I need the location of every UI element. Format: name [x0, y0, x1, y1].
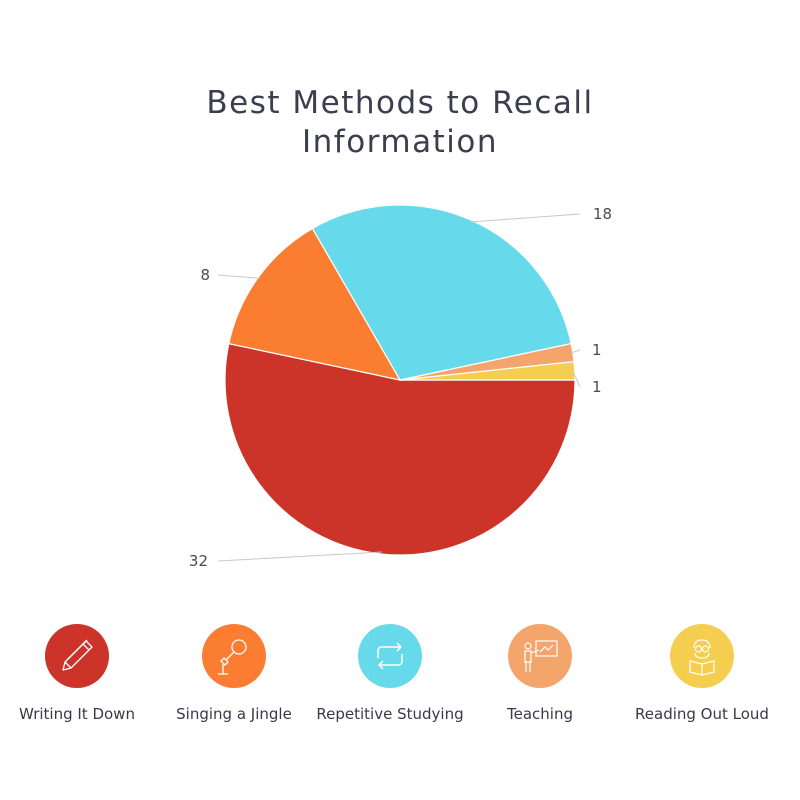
legend-label: Singing a Jingle	[176, 705, 292, 723]
leader-line-repetitive-studying	[470, 213, 581, 223]
legend-item-singing-a-jingle: Singing a Jingle	[159, 624, 309, 725]
leader-line-reading-out-loud	[572, 370, 581, 388]
legend-label: Teaching	[507, 705, 573, 723]
legend-swatch	[202, 624, 266, 688]
repeat-icon	[377, 642, 403, 670]
legend-item-teaching: Teaching	[465, 624, 615, 725]
reading-person-icon	[689, 639, 715, 676]
chart-title: Best Methods to Recall Information	[0, 84, 800, 162]
leader-line-teaching	[570, 349, 581, 354]
data-label-repetitive-studying: 18	[593, 205, 612, 223]
legend-label: Repetitive Studying	[316, 705, 464, 723]
legend-item-reading-out-loud: Reading Out Loud	[627, 624, 777, 725]
pie-slice-repetitive-studying	[311, 204, 572, 381]
legend-item-writing-it-down: Writing It Down	[2, 624, 152, 725]
pie-slice-writing-it-down	[224, 342, 576, 556]
chart-title-line-2: Information	[302, 124, 498, 160]
data-label-singing-a-jingle: 8	[200, 266, 210, 284]
pie-slice-singing-a-jingle	[228, 227, 402, 381]
legend-swatch	[358, 624, 422, 688]
teacher-board-icon	[524, 640, 558, 672]
chart-title-line-1: Best Methods to Recall	[206, 85, 594, 121]
legend-item-repetitive-studying: Repetitive Studying	[315, 624, 465, 725]
data-label-teaching: 1	[592, 341, 602, 359]
legend-swatch	[508, 624, 572, 688]
leader-line-writing-it-down	[217, 551, 382, 562]
data-label-writing-it-down: 32	[189, 552, 208, 570]
legend-swatch	[45, 624, 109, 688]
legend-label: Reading Out Loud	[635, 705, 769, 723]
leader-line-singing-a-jingle	[217, 274, 261, 279]
legend-label: Writing It Down	[19, 705, 135, 723]
pencil-icon	[62, 639, 93, 671]
microphone-icon	[218, 639, 247, 675]
data-label-reading-out-loud: 1	[592, 378, 602, 396]
legend-swatch	[670, 624, 734, 688]
pie-slice-reading-out-loud	[399, 361, 576, 381]
